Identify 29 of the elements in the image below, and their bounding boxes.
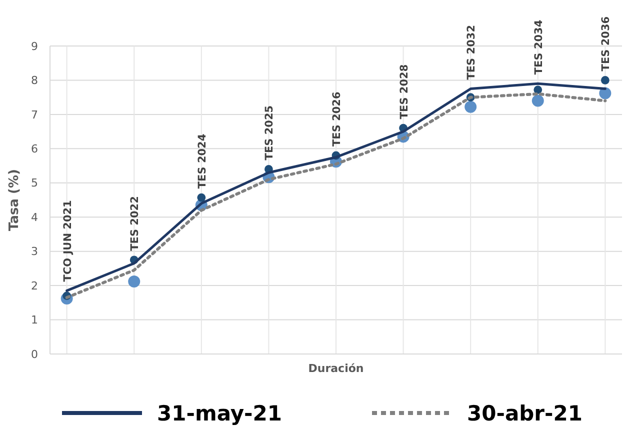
annotation: TES 2036 — [600, 16, 612, 72]
y-tick-label: 4 — [31, 210, 38, 224]
y-tick-label: 6 — [31, 142, 38, 156]
annotation: TES 2028 — [398, 64, 410, 120]
annotation: TES 2022 — [129, 196, 142, 251]
point — [600, 76, 610, 84]
y-tick-label: 5 — [31, 176, 38, 190]
y-tick-label: 3 — [31, 245, 38, 258]
x-axis-title: Duración — [308, 362, 364, 375]
annotation: TCO JUN 2021 — [62, 200, 74, 282]
annotation: TES 2034 — [532, 20, 545, 75]
y-tick-label: 2 — [31, 279, 38, 292]
y-tick-label: 0 — [31, 348, 38, 361]
legend-label: 30-abr-21 — [467, 401, 582, 426]
annotation: TES 2025 — [264, 105, 276, 160]
annotation: TES 2032 — [466, 24, 478, 80]
y-tick-label: 9 — [31, 40, 38, 53]
point — [197, 193, 206, 202]
point — [534, 86, 542, 94]
point — [532, 94, 544, 107]
y-tick-label: 1 — [31, 314, 38, 327]
point — [464, 100, 477, 113]
y-tick-label: 8 — [31, 74, 38, 88]
y-tick-label: 7 — [31, 108, 38, 122]
point — [128, 275, 140, 288]
legend-label: 31-may-21 — [157, 401, 282, 426]
annotation: TES 2026 — [331, 92, 343, 147]
annotation: TES 2024 — [196, 134, 208, 189]
y-axis-title: Tasa (%) — [7, 169, 22, 231]
